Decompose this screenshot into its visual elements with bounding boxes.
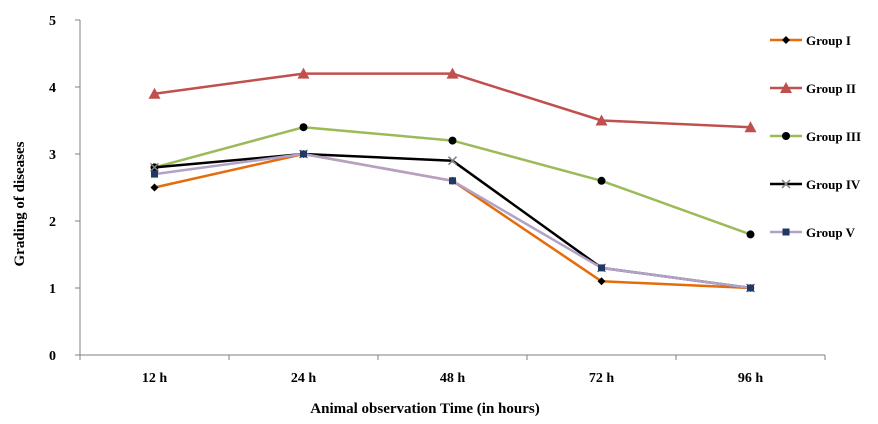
series-2 xyxy=(148,67,757,133)
y-tick-label: 3 xyxy=(49,148,56,163)
legend-label: Group III xyxy=(806,129,861,144)
x-tick-label: 96 h xyxy=(738,371,764,386)
axes: 0 1 2 3 4 5 12 h 24 h 48 h 72 h 96 h xyxy=(49,14,826,386)
series-5 xyxy=(151,150,754,292)
data-point xyxy=(597,176,606,185)
data-point xyxy=(446,67,459,79)
x-tick-label: 24 h xyxy=(291,371,317,386)
y-tick-label: 2 xyxy=(49,215,56,230)
data-point xyxy=(299,123,308,132)
x-tick-label: 12 h xyxy=(142,371,168,386)
series-3 xyxy=(150,123,755,239)
legend-item-4: Group IV xyxy=(770,177,861,192)
data-point xyxy=(598,264,605,272)
data-point xyxy=(300,150,307,158)
data-point xyxy=(597,277,606,286)
legend-marker xyxy=(780,82,792,93)
marker-stroke xyxy=(781,179,791,189)
legend: Group I Group II Group III Group IV Group V xyxy=(770,33,861,240)
series-layer xyxy=(148,67,757,293)
legend-label: Group II xyxy=(806,81,856,96)
y-tick-label: 5 xyxy=(49,14,56,29)
data-point xyxy=(449,177,456,185)
y-tick-label: 0 xyxy=(49,349,56,364)
legend-marker xyxy=(782,132,790,140)
data-point xyxy=(447,156,458,166)
data-point xyxy=(150,183,159,192)
data-point xyxy=(747,284,754,292)
series-line xyxy=(154,152,751,290)
y-axis-title: Grading of diseases xyxy=(12,141,28,266)
y-tick-label: 1 xyxy=(49,282,56,297)
data-point xyxy=(746,230,755,239)
legend-item-1: Group I xyxy=(770,33,851,48)
marker-stroke xyxy=(447,156,458,166)
x-axis-title: Animal observation Time (in hours) xyxy=(310,401,539,417)
marker-stroke xyxy=(149,162,160,172)
series-1 xyxy=(150,150,755,292)
legend-item-5: Group V xyxy=(770,225,856,240)
x-tick-label: 48 h xyxy=(440,371,466,386)
legend-marker xyxy=(782,36,790,44)
legend-item-3: Group III xyxy=(770,129,861,144)
series-line xyxy=(154,152,751,290)
data-point xyxy=(148,87,161,99)
data-point xyxy=(151,170,158,178)
legend-item-2: Group II xyxy=(770,81,856,96)
series-line xyxy=(154,72,751,129)
legend-label: Group V xyxy=(806,225,856,240)
data-point xyxy=(744,121,757,133)
legend-label: Group IV xyxy=(806,177,861,192)
data-point xyxy=(595,114,608,126)
legend-label: Group I xyxy=(806,33,851,48)
data-point xyxy=(149,162,160,172)
series-line xyxy=(154,152,751,290)
data-point xyxy=(448,136,457,145)
series-4 xyxy=(149,149,756,293)
legend-marker xyxy=(781,179,791,189)
legend-marker xyxy=(782,228,790,236)
data-point xyxy=(297,67,310,79)
x-tick-label: 72 h xyxy=(589,371,615,386)
y-tick-label: 4 xyxy=(49,81,56,96)
